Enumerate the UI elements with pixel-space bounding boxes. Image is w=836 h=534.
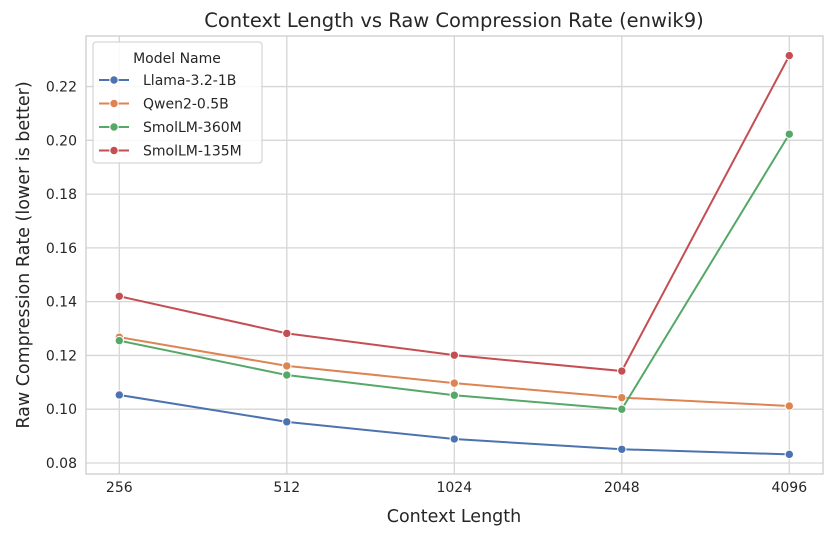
- data-point: [449, 390, 459, 400]
- legend-marker: [109, 75, 119, 85]
- data-point: [114, 390, 125, 400]
- y-tick-label: 0.12: [46, 348, 77, 364]
- series-smollm-360m: [114, 129, 794, 414]
- x-tick-labels: 256 512 1024 2048 4096: [106, 480, 807, 496]
- plot-frame: [85, 35, 824, 475]
- x-tick-label: 512: [273, 480, 300, 496]
- y-tick-label: 0.22: [46, 80, 77, 96]
- y-tick-label: 0.14: [46, 295, 77, 311]
- y-tick-labels: 0.08 0.10 0.12 0.14 0.16 0.18 0.20 0.22: [46, 80, 77, 472]
- data-point: [282, 328, 292, 339]
- data-point: [784, 449, 794, 460]
- series-llama-3-2-1b: [114, 390, 794, 460]
- data-point: [282, 370, 292, 380]
- legend-marker: [109, 145, 119, 156]
- legend-marker: [109, 98, 119, 109]
- data-point: [617, 444, 627, 454]
- x-tick-label: 1024: [436, 480, 472, 496]
- legend-item: SmolLM-135M: [99, 144, 242, 160]
- x-tick-label: 4096: [771, 480, 807, 496]
- x-tick-label: 256: [106, 480, 133, 496]
- y-tick-label: 0.20: [46, 133, 77, 149]
- data-point: [282, 361, 292, 371]
- legend-label: Qwen2-0.5B: [143, 97, 229, 113]
- data-point: [784, 401, 794, 411]
- data-point: [784, 50, 794, 61]
- y-axis-label: Raw Compression Rate (lower is better): [14, 81, 34, 428]
- chart-title: Context Length vs Raw Compression Rate (…: [204, 9, 703, 32]
- legend: Model Name Llama-3.2-1B Qwen2-0.5B SmolLM-…: [92, 41, 263, 164]
- x-axis-label: Context Length: [387, 507, 521, 527]
- legend-item: SmolLM-360M: [99, 120, 242, 136]
- data-point: [282, 417, 292, 427]
- legend-label: SmolLM-360M: [143, 120, 242, 136]
- data-point: [114, 291, 125, 301]
- data-point: [617, 366, 627, 376]
- data-point: [114, 335, 125, 346]
- data-point: [617, 392, 627, 403]
- legend-item: Llama-3.2-1B: [99, 73, 236, 89]
- legend-box: [92, 41, 263, 164]
- data-point: [449, 350, 459, 360]
- data-point: [617, 404, 627, 414]
- y-tick-label: 0.10: [46, 402, 77, 418]
- legend-item: Qwen2-0.5B: [99, 97, 229, 113]
- y-tick-label: 0.16: [46, 241, 77, 257]
- y-tick-label: 0.08: [46, 456, 77, 472]
- legend-title: Model Name: [133, 51, 221, 67]
- legend-marker: [109, 122, 119, 132]
- y-tick-label: 0.18: [46, 187, 77, 203]
- legend-label: Llama-3.2-1B: [143, 73, 236, 89]
- data-point: [449, 378, 459, 388]
- legend-label: SmolLM-135M: [143, 144, 242, 160]
- series-smollm-135m: [114, 50, 794, 376]
- x-tick-label: 2048: [604, 480, 640, 496]
- series-group: [114, 50, 794, 460]
- data-point: [449, 434, 459, 444]
- data-point: [784, 129, 794, 139]
